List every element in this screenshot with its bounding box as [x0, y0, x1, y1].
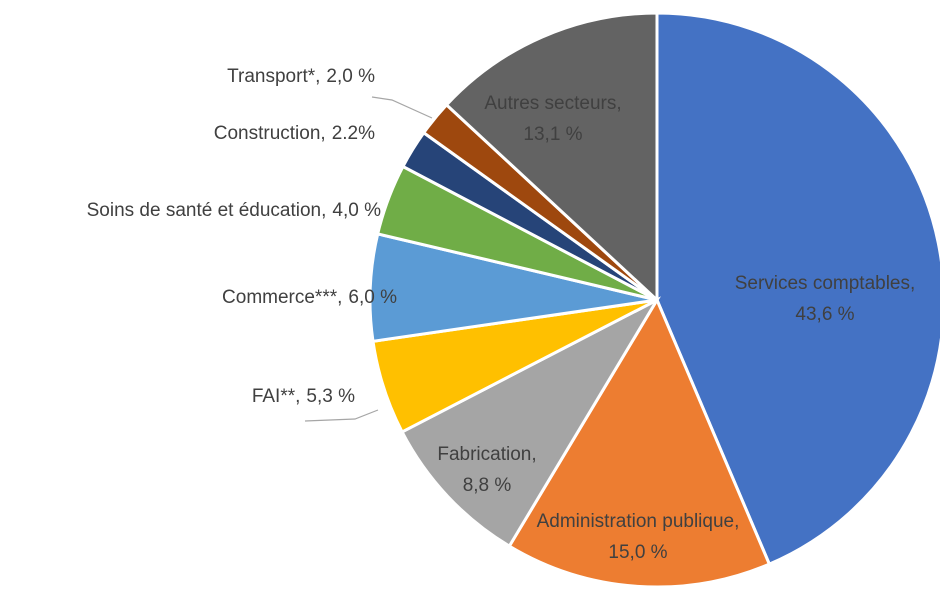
data-label: Services comptables, 43,6 %	[735, 273, 916, 325]
leader-line	[304, 409, 379, 422]
data-label: Administration publique, 15,0 %	[537, 511, 740, 563]
data-label: Commerce***, 6,0 %	[222, 287, 397, 308]
data-label: Soins de santé et éducation, 4,0 %	[87, 200, 381, 221]
category-label: Fabrication,	[437, 444, 536, 465]
category-label: Administration publique,	[537, 511, 740, 532]
category-label: Commerce***,	[222, 287, 342, 308]
category-label: Autres secteurs,	[484, 93, 621, 114]
category-label: Services comptables,	[735, 273, 916, 294]
value-label: 2,0 %	[326, 66, 375, 87]
value-label: 15,0 %	[608, 542, 667, 563]
value-label: 43,6 %	[795, 304, 854, 325]
category-label: FAI**,	[252, 386, 301, 407]
data-label: Construction, 2.2%	[214, 123, 375, 144]
pie	[368, 11, 940, 589]
value-label: 13,1 %	[523, 124, 582, 145]
pie-slice	[444, 11, 659, 304]
pie-slice	[655, 11, 940, 567]
category-label: Construction,	[214, 123, 326, 144]
value-label: 8,8 %	[463, 475, 512, 496]
data-label: Fabrication, 8,8 %	[437, 444, 536, 496]
data-label: Autres secteurs, 13,1 %	[484, 93, 621, 145]
pie-slice	[507, 296, 772, 589]
category-label: Transport*,	[227, 66, 320, 87]
data-label: Transport*, 2,0 %	[227, 66, 375, 87]
value-label: 4,0 %	[332, 200, 381, 221]
value-label: 5,3 %	[306, 386, 355, 407]
data-label: FAI**, 5,3 %	[252, 386, 355, 407]
value-label: 6,0 %	[348, 287, 397, 308]
category-label: Soins de santé et éducation,	[87, 200, 327, 221]
leader-line	[371, 96, 433, 119]
value-label: 2.2%	[332, 123, 375, 144]
pie-slice	[400, 296, 662, 549]
labels: Services comptables, 43,6 % Administration…	[87, 66, 916, 563]
